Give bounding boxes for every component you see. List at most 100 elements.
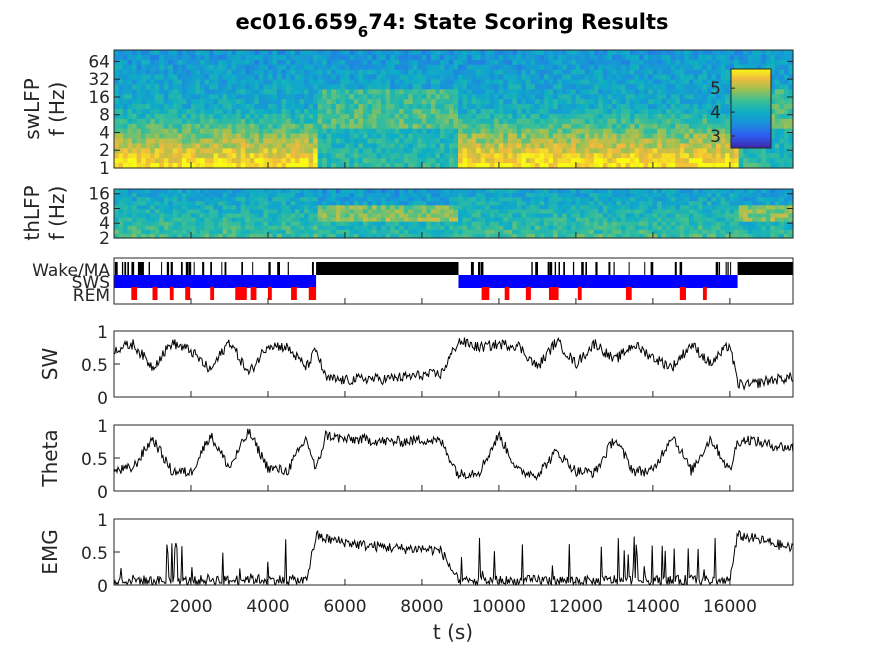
spectrogram-cell: [408, 158, 414, 164]
spectrogram-cell: [313, 59, 319, 66]
spectrogram-cell: [734, 50, 740, 56]
spectrogram-cell: [145, 64, 151, 71]
spectrogram-cell: [525, 163, 532, 169]
spectrogram-cell: [666, 69, 672, 76]
spectrogram-cell: [177, 205, 183, 211]
spectrogram-cell: [403, 193, 409, 198]
spectrogram-cell: [611, 109, 618, 115]
spectrogram-cell: [426, 94, 432, 100]
spectrogram-cell: [774, 148, 781, 154]
spectrogram-cell: [394, 221, 400, 227]
spectrogram-cell: [276, 54, 283, 61]
spectrogram-cell: [783, 118, 790, 125]
spectrogram-cell: [245, 104, 251, 110]
spectrogram-cell: [218, 128, 224, 135]
spectrogram-cell: [322, 99, 328, 105]
spectrogram-cell: [571, 205, 577, 211]
spectrogram-cell: [426, 69, 432, 76]
spectrogram-cell: [693, 153, 699, 159]
spectrogram-cell: [408, 225, 414, 231]
spectrogram-cell: [231, 158, 237, 164]
spectrogram-cell: [507, 94, 513, 100]
spectrogram-cell: [575, 118, 581, 125]
spectrogram-cell: [453, 217, 459, 223]
spectrogram-cell: [706, 148, 713, 154]
spectrogram-cell: [530, 189, 536, 194]
spectrogram-cell: [439, 217, 446, 223]
spectrogram-cell: [118, 123, 124, 130]
spectrogram-cell: [159, 123, 165, 130]
spectrogram-cell: [385, 189, 391, 194]
spectrogram-cell: [227, 217, 233, 223]
spectrogram-cell: [163, 133, 169, 140]
spectrogram-cell: [752, 148, 758, 154]
spectrogram-cell: [186, 54, 192, 61]
spectrogram-cell: [557, 123, 563, 130]
spectrogram-cell: [630, 148, 636, 154]
spectrogram-cell: [480, 138, 486, 145]
spectrogram-cell: [276, 217, 283, 223]
spectrogram-cell: [562, 209, 568, 215]
spectrogram-cell: [123, 133, 129, 140]
spectrogram-cell: [335, 59, 341, 66]
spectrogram-cell: [132, 233, 138, 239]
spectrogram-cell: [163, 221, 169, 227]
spectrogram-cell: [240, 128, 246, 135]
spectrogram-cell: [114, 109, 120, 115]
spectrogram-cell: [127, 205, 133, 211]
spectrogram-cell: [204, 59, 210, 66]
spectrogram-cell: [227, 64, 233, 71]
swlfp-ylabel-line1: swLFP: [20, 78, 44, 139]
spectrogram-cell: [136, 221, 142, 227]
spectrogram-cell: [181, 233, 188, 239]
spectrogram-cell: [286, 54, 292, 61]
spectrogram-cell: [181, 109, 188, 115]
spectrogram-cell: [168, 59, 174, 66]
spectrogram-cell: [290, 233, 296, 239]
spectrogram-cell: [177, 84, 183, 90]
spectrogram-cell: [272, 205, 278, 211]
spectrogram-cell: [412, 79, 418, 86]
spectrogram-cell: [272, 229, 278, 235]
spectrogram-cell: [372, 138, 378, 145]
spectrogram-cell: [245, 94, 251, 100]
spectrogram-cell: [774, 138, 781, 145]
spectrogram-cell: [304, 233, 310, 239]
spectrogram-cell: [331, 54, 337, 61]
spectrogram-cell: [177, 213, 183, 219]
spectrogram-cell: [245, 193, 251, 198]
swlfp-ylabel-line2: f (Hz): [45, 82, 69, 137]
spectrogram-cell: [553, 138, 559, 145]
spectrogram-cell: [308, 99, 314, 105]
spectrogram-cell: [602, 163, 609, 169]
spectrogram-cell: [358, 128, 364, 135]
spectrogram-cell: [453, 133, 459, 140]
spectrogram-cell: [281, 99, 287, 105]
spectrogram-cell: [136, 79, 142, 86]
spectrogram-cell: [625, 189, 631, 194]
spectrogram-cell: [661, 104, 667, 110]
spectrogram-cell: [706, 74, 713, 81]
spectrogram-cell: [218, 104, 224, 110]
spectrogram-cell: [521, 143, 527, 149]
spectrogram-cell: [544, 64, 550, 71]
spectrogram-cell: [399, 69, 405, 76]
spectrogram-cell: [340, 197, 346, 202]
spectrogram-cell: [507, 205, 513, 211]
spectrogram-cell: [213, 64, 219, 71]
spectrogram-cell: [544, 221, 550, 227]
spectrogram-cell: [602, 197, 609, 202]
spectrogram-cell: [639, 109, 645, 115]
spectrogram-cell: [381, 143, 387, 149]
spectrogram-cell: [331, 89, 337, 95]
spectrogram-cell: [204, 138, 210, 145]
spectrogram-cell: [788, 138, 794, 145]
spectrogram-cell: [376, 74, 382, 81]
spectrogram-cell: [209, 118, 215, 125]
spectrogram-cell: [534, 163, 541, 169]
spectrogram-cell: [598, 69, 604, 76]
spectrogram-cell: [525, 54, 532, 61]
spectrogram-cell: [209, 89, 215, 95]
spectrogram-cell: [163, 118, 169, 125]
spectrogram-cell: [702, 94, 708, 100]
